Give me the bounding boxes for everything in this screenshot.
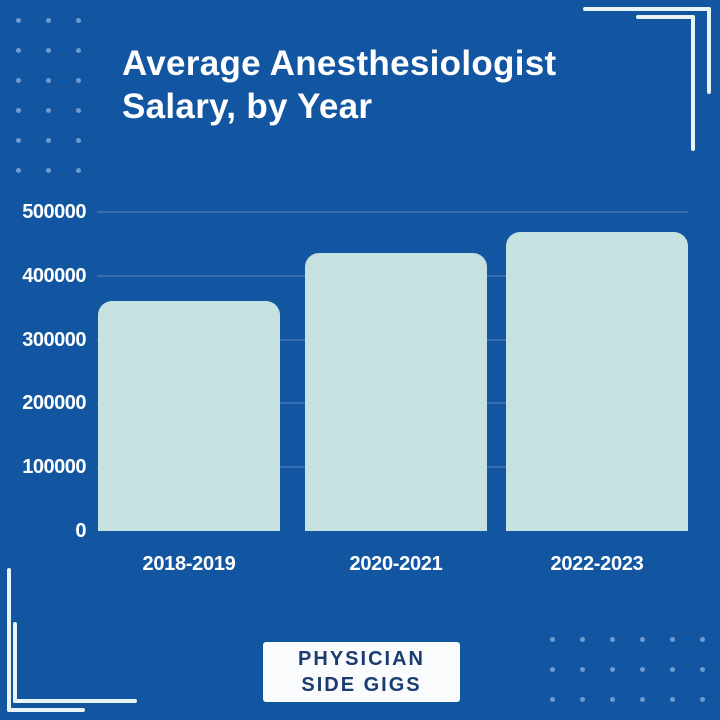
dot — [46, 168, 51, 173]
dot — [16, 168, 21, 173]
dot — [16, 48, 21, 53]
dot — [76, 18, 81, 23]
bracket-line — [691, 15, 695, 151]
bracket-line — [636, 15, 695, 19]
dot — [46, 108, 51, 113]
dot — [46, 78, 51, 83]
dot — [550, 667, 555, 672]
dot — [16, 108, 21, 113]
y-axis-tick-label: 100000 — [22, 456, 86, 479]
dot — [16, 138, 21, 143]
dot — [76, 78, 81, 83]
bracket-line — [707, 7, 711, 94]
brand-badge: PHYSICIAN SIDE GIGS — [263, 642, 460, 702]
dot — [550, 637, 555, 642]
chart-title: Average Anesthesiologist Salary, by Year — [122, 44, 557, 126]
dot — [16, 18, 21, 23]
y-axis-tick-label: 400000 — [22, 264, 86, 287]
dot — [610, 697, 615, 702]
x-axis-tick-label: 2020-2021 — [349, 553, 443, 575]
gridline — [97, 211, 688, 213]
y-axis-tick-label: 0 — [75, 520, 86, 542]
dot — [670, 697, 675, 702]
dot — [670, 667, 675, 672]
x-axis-tick-label: 2022-2023 — [550, 553, 644, 575]
bar-2018-2019 — [98, 301, 280, 531]
dot — [580, 637, 585, 642]
brand-badge-line2: SIDE GIGS — [301, 674, 422, 696]
dot — [700, 697, 705, 702]
dot — [46, 48, 51, 53]
dot — [46, 138, 51, 143]
dot — [580, 667, 585, 672]
dot — [76, 48, 81, 53]
dot — [76, 108, 81, 113]
dot — [610, 667, 615, 672]
bracket-line — [7, 568, 11, 712]
dot — [580, 697, 585, 702]
dot — [640, 697, 645, 702]
dot — [76, 138, 81, 143]
brand-badge-line1: PHYSICIAN — [298, 648, 425, 670]
x-axis-tick-label: 2018-2019 — [142, 553, 236, 575]
dot — [16, 78, 21, 83]
dot — [610, 637, 615, 642]
bar-2020-2021 — [305, 253, 487, 531]
bracket-line — [13, 699, 137, 703]
dot — [700, 637, 705, 642]
dot — [640, 637, 645, 642]
bracket-line — [7, 708, 85, 712]
y-axis-tick-label: 500000 — [22, 201, 86, 223]
dot — [76, 168, 81, 173]
bracket-line — [583, 7, 711, 11]
dot — [670, 637, 675, 642]
dot — [550, 697, 555, 702]
dot — [46, 18, 51, 23]
bar-2022-2023 — [506, 232, 688, 531]
dot — [640, 667, 645, 672]
y-axis-tick-label: 200000 — [22, 392, 86, 415]
bracket-line — [13, 622, 17, 703]
dot — [700, 667, 705, 672]
y-axis-tick-label: 300000 — [22, 328, 86, 351]
